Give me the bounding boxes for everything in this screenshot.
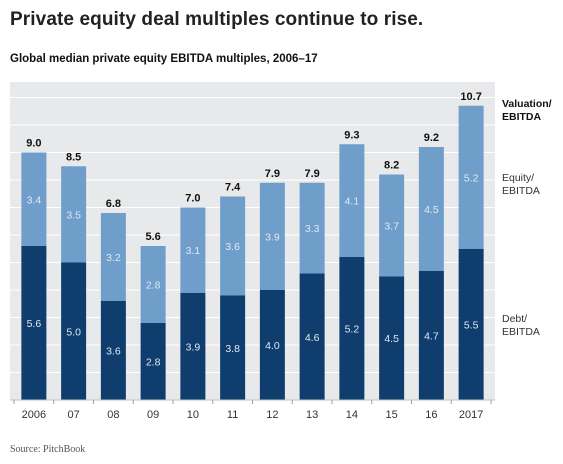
label-debt-15: 4.5 <box>384 333 399 345</box>
label-total-08: 6.8 <box>106 198 121 210</box>
label-debt-12: 4.0 <box>265 340 280 352</box>
bar-debt-09 <box>140 323 166 400</box>
label-debt-16: 4.7 <box>424 330 439 342</box>
label-debt-14: 5.2 <box>345 324 360 336</box>
label-equity-07: 3.5 <box>66 209 81 221</box>
x-tick-16: 16 <box>425 409 437 421</box>
bar-equity-2017 <box>458 105 484 249</box>
label-total-15: 8.2 <box>384 160 399 172</box>
x-tick-08: 08 <box>107 409 119 421</box>
x-tick-07: 07 <box>68 409 80 421</box>
label-total-07: 8.5 <box>66 151 81 163</box>
bar-debt-15 <box>379 276 405 400</box>
label-total-12: 7.9 <box>265 168 280 180</box>
label-debt-08: 3.6 <box>106 346 121 358</box>
label-equity-09: 2.8 <box>146 280 161 292</box>
label-equity-13: 3.3 <box>305 223 320 235</box>
label-total-11: 7.4 <box>225 182 241 194</box>
legend-valuation: Valuation/ EBITDA <box>502 98 552 123</box>
bar-debt-14 <box>339 257 365 400</box>
label-total-13: 7.9 <box>304 168 319 180</box>
label-debt-2017: 5.5 <box>464 319 479 331</box>
bar-equity-13 <box>299 182 325 274</box>
bar-equity-16 <box>418 147 444 271</box>
label-debt-11: 3.8 <box>225 343 240 355</box>
bar-debt-16 <box>418 270 444 400</box>
x-tick-14: 14 <box>346 409 358 421</box>
label-equity-15: 3.7 <box>384 220 399 232</box>
legend-debt: Debt/ EBITDA <box>502 313 540 338</box>
bar-debt-10 <box>180 292 206 400</box>
x-tick-12: 12 <box>266 409 278 421</box>
label-debt-2006: 5.6 <box>27 318 42 330</box>
label-equity-10: 3.1 <box>186 245 201 257</box>
plot-background <box>10 82 495 400</box>
x-tick-2006: 2006 <box>22 409 46 421</box>
bar-equity-08 <box>100 213 126 301</box>
label-equity-12: 3.9 <box>265 231 280 243</box>
bar-equity-14 <box>339 144 365 257</box>
label-total-09: 5.6 <box>145 231 160 243</box>
label-equity-08: 3.2 <box>106 252 121 264</box>
bar-equity-2006 <box>21 152 47 246</box>
bar-equity-09 <box>140 246 166 323</box>
label-total-16: 9.2 <box>424 132 439 144</box>
bar-debt-07 <box>61 262 87 400</box>
bar-equity-15 <box>379 174 405 277</box>
label-total-2006: 9.0 <box>26 138 41 150</box>
bar-debt-12 <box>259 290 285 400</box>
x-tick-13: 13 <box>306 409 318 421</box>
bar-debt-08 <box>100 301 126 400</box>
bar-debt-2006 <box>21 246 47 400</box>
chart-headline: Private equity deal multiples continue t… <box>10 9 424 30</box>
label-debt-13: 4.6 <box>305 332 320 344</box>
bar-equity-10 <box>180 207 206 293</box>
label-total-14: 9.3 <box>344 129 359 141</box>
x-tick-2017: 2017 <box>459 409 483 421</box>
chart-subtitle: Global median private equity EBITDA mult… <box>10 53 318 65</box>
x-tick-09: 09 <box>147 409 159 421</box>
label-total-2017: 10.7 <box>460 91 481 103</box>
bar-debt-13 <box>299 273 325 400</box>
bar-debt-11 <box>220 295 246 400</box>
source-note: Source: PitchBook <box>10 444 86 455</box>
label-equity-11: 3.6 <box>225 241 240 253</box>
label-equity-2017: 5.2 <box>464 172 479 184</box>
x-tick-11: 11 <box>227 409 238 421</box>
x-tick-10: 10 <box>187 409 199 421</box>
label-equity-14: 4.1 <box>345 196 360 208</box>
bar-equity-12 <box>259 182 285 290</box>
bar-debt-2017 <box>458 248 484 400</box>
label-total-10: 7.0 <box>185 193 200 205</box>
label-equity-16: 4.5 <box>424 204 439 216</box>
bar-equity-11 <box>220 196 246 296</box>
label-debt-10: 3.9 <box>186 341 201 353</box>
x-tick-15: 15 <box>386 409 398 421</box>
label-debt-07: 5.0 <box>66 326 81 338</box>
legend-equity: Equity/ EBITDA <box>502 172 540 197</box>
label-equity-2006: 3.4 <box>27 194 42 206</box>
bar-equity-07 <box>61 166 87 263</box>
label-debt-09: 2.8 <box>146 357 161 369</box>
